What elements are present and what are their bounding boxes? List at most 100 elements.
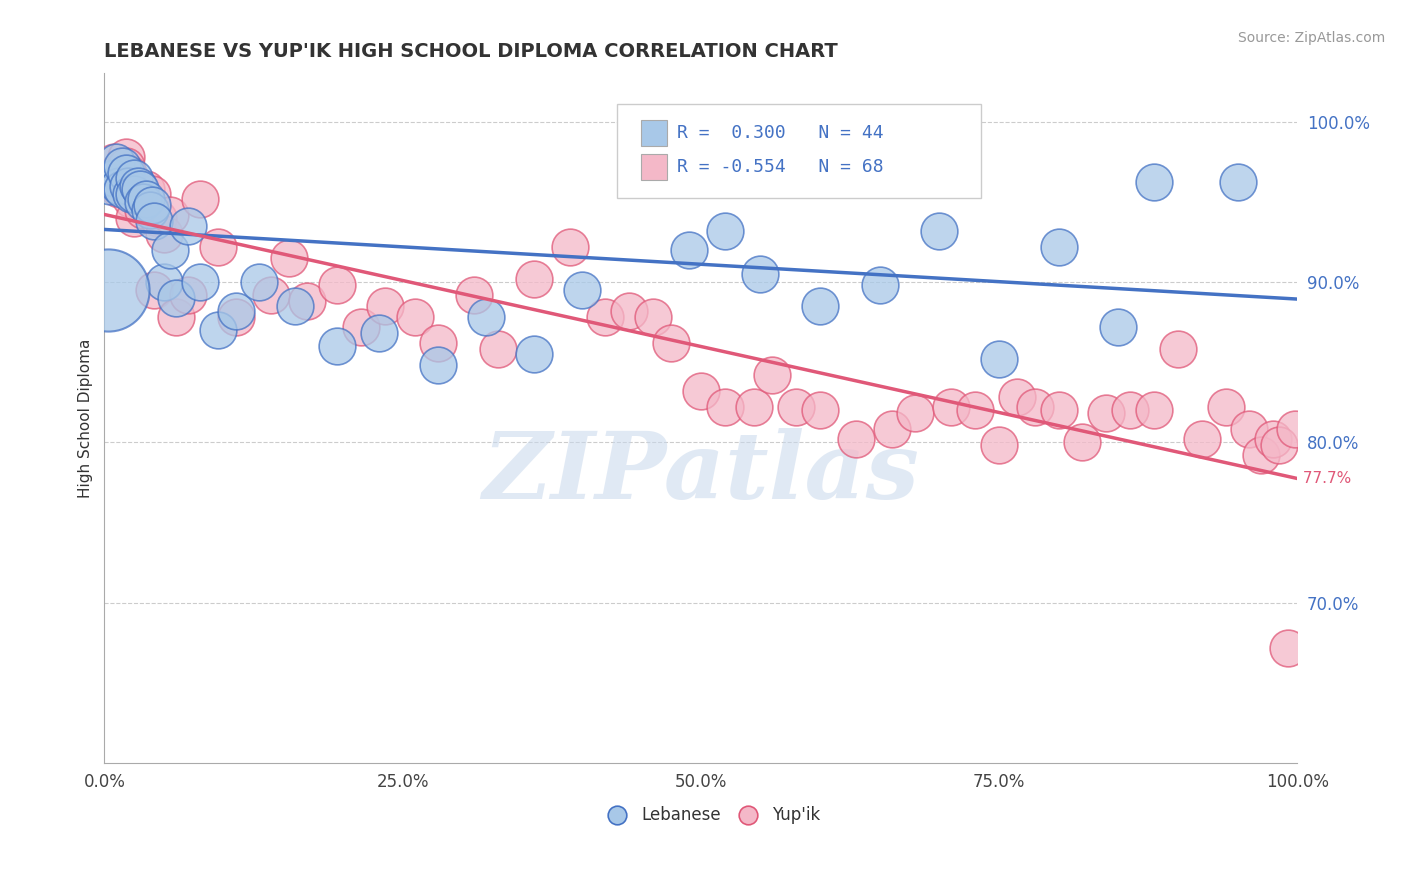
Point (427, 335, 450, 350)
Point (141, 186, 163, 201)
Point (1119, 403, 1142, 417)
Point (350, 319, 373, 334)
Point (295, 294, 318, 309)
Point (111, 160, 134, 174)
Point (146, 211, 169, 225)
Point (659, 335, 682, 350)
Point (131, 202, 153, 217)
Point (153, 227, 176, 241)
Point (1143, 176, 1166, 190)
Point (713, 223, 735, 237)
Point (120, 186, 142, 201)
FancyBboxPatch shape (641, 154, 668, 180)
Point (115, 150, 138, 164)
Text: 77.7%: 77.7% (1298, 471, 1351, 486)
Point (138, 202, 160, 217)
Point (374, 299, 396, 313)
Point (427, 359, 450, 373)
Point (111, 178, 134, 193)
Point (713, 400, 735, 414)
Text: ZIPatlas: ZIPatlas (482, 428, 920, 518)
Point (326, 339, 349, 353)
Point (188, 192, 211, 206)
Point (117, 182, 139, 196)
Point (103, 170, 125, 185)
Point (367, 326, 389, 341)
Point (188, 275, 211, 289)
Point (129, 182, 152, 196)
Point (595, 310, 617, 325)
Point (641, 310, 664, 325)
Point (107, 178, 129, 193)
Point (98, 178, 121, 193)
Point (159, 243, 181, 257)
Point (1284, 422, 1306, 436)
Point (225, 310, 247, 325)
Point (103, 154, 125, 169)
Point (122, 186, 145, 201)
Point (129, 192, 152, 206)
Point (127, 178, 149, 193)
Point (165, 291, 187, 305)
Text: Lebanese: Lebanese (641, 805, 721, 823)
Point (207, 323, 229, 337)
Point (278, 251, 301, 265)
Point (115, 160, 138, 174)
Point (941, 400, 963, 414)
Point (153, 275, 176, 289)
Point (475, 310, 498, 325)
Point (115, 166, 138, 180)
Point (111, 182, 134, 196)
Text: R = -0.554   N = 68: R = -0.554 N = 68 (676, 158, 883, 177)
Point (904, 406, 927, 420)
Point (761, 368, 783, 382)
Point (965, 403, 987, 417)
Point (928, 223, 950, 237)
Text: R =  0.300   N = 44: R = 0.300 N = 44 (676, 124, 883, 142)
Point (808, 403, 831, 417)
Point (177, 219, 200, 233)
Point (177, 287, 200, 301)
Point (689, 384, 711, 398)
Point (122, 170, 145, 185)
Point (122, 211, 145, 225)
Point (404, 310, 426, 325)
Point (97, 283, 120, 297)
FancyBboxPatch shape (617, 104, 981, 197)
Point (1215, 400, 1237, 414)
Point (326, 278, 349, 293)
Point (131, 194, 153, 209)
Point (678, 243, 700, 257)
Point (749, 267, 772, 281)
Point (1107, 319, 1129, 334)
Point (1263, 432, 1285, 446)
Point (1268, 438, 1291, 452)
Point (1226, 176, 1249, 190)
Point (105, 166, 128, 180)
Point (1143, 403, 1166, 417)
Point (143, 283, 166, 297)
Point (117, 178, 139, 193)
Point (117, 166, 139, 180)
Point (1005, 390, 1028, 404)
Point (143, 214, 166, 228)
Point (1239, 422, 1261, 436)
Point (523, 347, 546, 361)
Point (988, 351, 1011, 366)
Point (135, 182, 157, 196)
Point (744, 400, 766, 414)
Point (486, 343, 509, 357)
Point (869, 278, 891, 293)
Y-axis label: High School Diploma: High School Diploma (79, 338, 93, 498)
Point (1167, 343, 1189, 357)
Point (1250, 448, 1272, 462)
Text: Source: ZipAtlas.com: Source: ZipAtlas.com (1237, 31, 1385, 45)
Point (284, 299, 307, 313)
Point (523, 271, 546, 285)
Point (260, 287, 283, 301)
Point (127, 178, 149, 193)
Point (1277, 640, 1299, 655)
Point (165, 310, 187, 325)
Point (249, 275, 271, 289)
Point (1095, 406, 1118, 420)
